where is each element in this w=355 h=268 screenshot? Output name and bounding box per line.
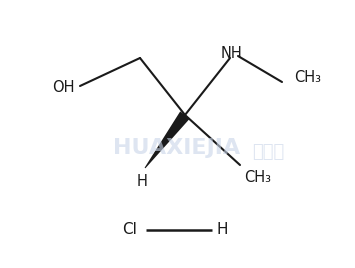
Text: HUAXIEJIA: HUAXIEJIA: [114, 138, 241, 158]
Text: CH₃: CH₃: [245, 170, 272, 185]
Text: NH: NH: [220, 47, 242, 61]
Text: CH₃: CH₃: [295, 70, 322, 85]
Text: 化学加: 化学加: [252, 143, 284, 161]
Text: H: H: [137, 174, 147, 189]
Text: H: H: [216, 222, 228, 237]
Text: OH: OH: [52, 80, 74, 95]
Polygon shape: [144, 111, 190, 168]
Text: Cl: Cl: [122, 222, 137, 237]
